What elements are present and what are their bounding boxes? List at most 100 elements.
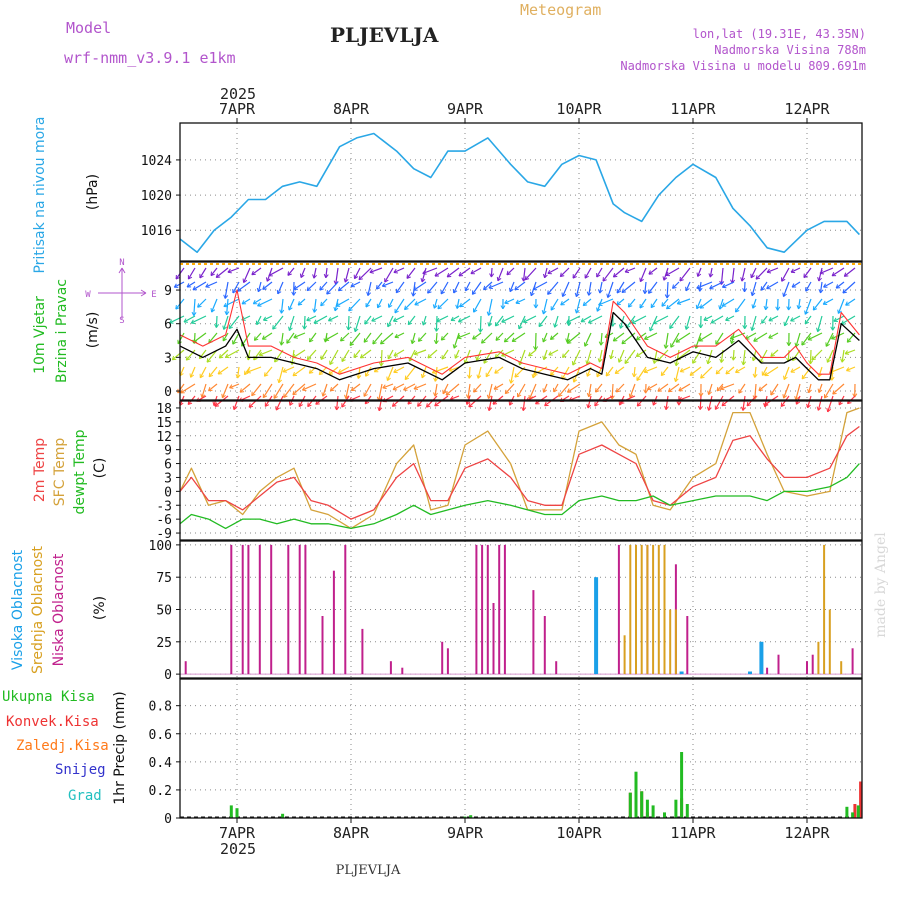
mid-cloud-bar xyxy=(623,635,626,675)
wind-arrow-head xyxy=(666,304,671,310)
wind-arrow-head xyxy=(470,269,475,275)
wind-arrow xyxy=(823,383,834,399)
low-cloud-bar xyxy=(258,544,261,675)
wind-arrow xyxy=(599,281,603,294)
low-cloud-bar xyxy=(247,544,250,675)
wind-arrow xyxy=(639,267,647,282)
wind-arrow-head xyxy=(346,326,352,331)
wind-arrow-head xyxy=(255,320,261,326)
wind-arrow-head xyxy=(698,337,704,342)
wind-arrow-head xyxy=(598,301,603,307)
wind-arrow-head xyxy=(817,388,823,393)
wind-arrow xyxy=(584,332,592,347)
wind-arrow-head xyxy=(393,368,398,374)
wind-arrow xyxy=(809,349,812,364)
wind-arrow-head xyxy=(494,369,499,374)
wind-arrow-head xyxy=(533,346,539,351)
wind-arrow xyxy=(404,298,416,311)
wind-arrow-head xyxy=(210,308,216,313)
wind-arrow-head xyxy=(547,269,552,275)
wind-arrow xyxy=(559,267,570,278)
wind-arrow xyxy=(826,349,834,363)
wind-arrow-head xyxy=(335,302,341,307)
wind-arrow-head xyxy=(648,270,653,275)
wind-arrow-head xyxy=(371,317,376,322)
wind-arrow xyxy=(707,349,713,365)
wind-arrow xyxy=(509,281,515,292)
wind-arrow-head xyxy=(716,386,722,392)
wind-arrow xyxy=(845,298,856,306)
wind-arrow xyxy=(696,298,702,310)
low-cloud-bar xyxy=(298,544,301,675)
wind-arrow-head xyxy=(320,301,325,307)
wind-arrow-head xyxy=(199,373,204,379)
wind-arrow xyxy=(228,315,240,329)
wind-arrow-head xyxy=(628,393,634,398)
wind-arrow xyxy=(313,267,317,279)
wind-arrow-head xyxy=(299,273,305,278)
wind-arrow xyxy=(241,298,251,305)
wind-arrow xyxy=(292,383,306,396)
wind-arrow-head xyxy=(476,374,482,379)
wind-arrow-head xyxy=(306,286,312,292)
wind-arrow-head xyxy=(580,317,586,323)
wind-arrow xyxy=(309,332,317,343)
wind-arrow-head xyxy=(333,306,339,312)
wind-arrow-head xyxy=(504,389,510,395)
wind-arrow-head xyxy=(750,291,756,297)
wind-arrow-head xyxy=(380,339,385,345)
wind-arrow xyxy=(588,281,592,296)
wind-arrow-head xyxy=(786,306,792,311)
wind-arrow xyxy=(804,298,812,315)
wind-arrow xyxy=(650,298,658,309)
wind-arrow xyxy=(411,332,416,344)
total-rain-bar xyxy=(634,771,638,818)
wind-arrow-head xyxy=(786,341,792,346)
wind-arrow-head xyxy=(487,406,493,412)
wind-arrow-head xyxy=(721,302,727,307)
wind-arrow xyxy=(335,298,350,307)
wind-arrow xyxy=(393,315,405,322)
wind-arrow xyxy=(262,332,273,340)
wind-arrow-head xyxy=(805,287,810,292)
wind-arrow-head xyxy=(473,308,478,313)
wind-arrow-head xyxy=(846,367,851,372)
wind-arrow-head xyxy=(663,344,669,349)
wind-arrow-head xyxy=(205,283,210,288)
total-rain-bar xyxy=(469,815,473,818)
wind-arrow-head xyxy=(433,339,439,345)
wind-arrow xyxy=(538,315,548,327)
wind-arrow-head xyxy=(542,355,548,361)
compass-north: N xyxy=(119,258,124,268)
wind-arrow-head xyxy=(595,388,600,393)
mid-cloud-bar xyxy=(817,641,820,675)
wind-arrow-head xyxy=(329,386,335,392)
wind-arrow-head xyxy=(509,287,514,293)
wind-arrow-head xyxy=(376,303,382,309)
mid-cloud-bar xyxy=(840,661,843,675)
wind-arrow xyxy=(300,267,306,278)
wind-arrow-head xyxy=(703,316,708,321)
wind-arrow xyxy=(670,332,680,348)
wind-arrow-head xyxy=(350,282,355,288)
wind-arrow-head xyxy=(417,337,423,342)
wind-arrow xyxy=(297,298,306,306)
wind-arrow-head xyxy=(369,268,374,274)
wind-arrow-head xyxy=(495,336,501,341)
low-cloud-bar xyxy=(401,667,404,675)
wind-arrow-head xyxy=(553,387,558,393)
wind-arrow-head xyxy=(662,276,668,281)
wind-arrow xyxy=(534,332,537,350)
wind-arrow xyxy=(795,332,801,347)
wind-arrow xyxy=(193,298,196,316)
low-cloud-bar xyxy=(486,544,489,675)
pressure-panel xyxy=(179,132,860,253)
wind-arrow xyxy=(435,315,438,332)
wind-arrow-head xyxy=(486,394,492,399)
wind-arrow-head xyxy=(197,303,202,308)
wind-arrow-head xyxy=(721,283,727,289)
wind-arrow xyxy=(636,366,647,381)
wind-arrow xyxy=(629,383,636,398)
low-cloud-bar xyxy=(361,628,364,675)
y-tick-label: 9 xyxy=(164,444,172,459)
